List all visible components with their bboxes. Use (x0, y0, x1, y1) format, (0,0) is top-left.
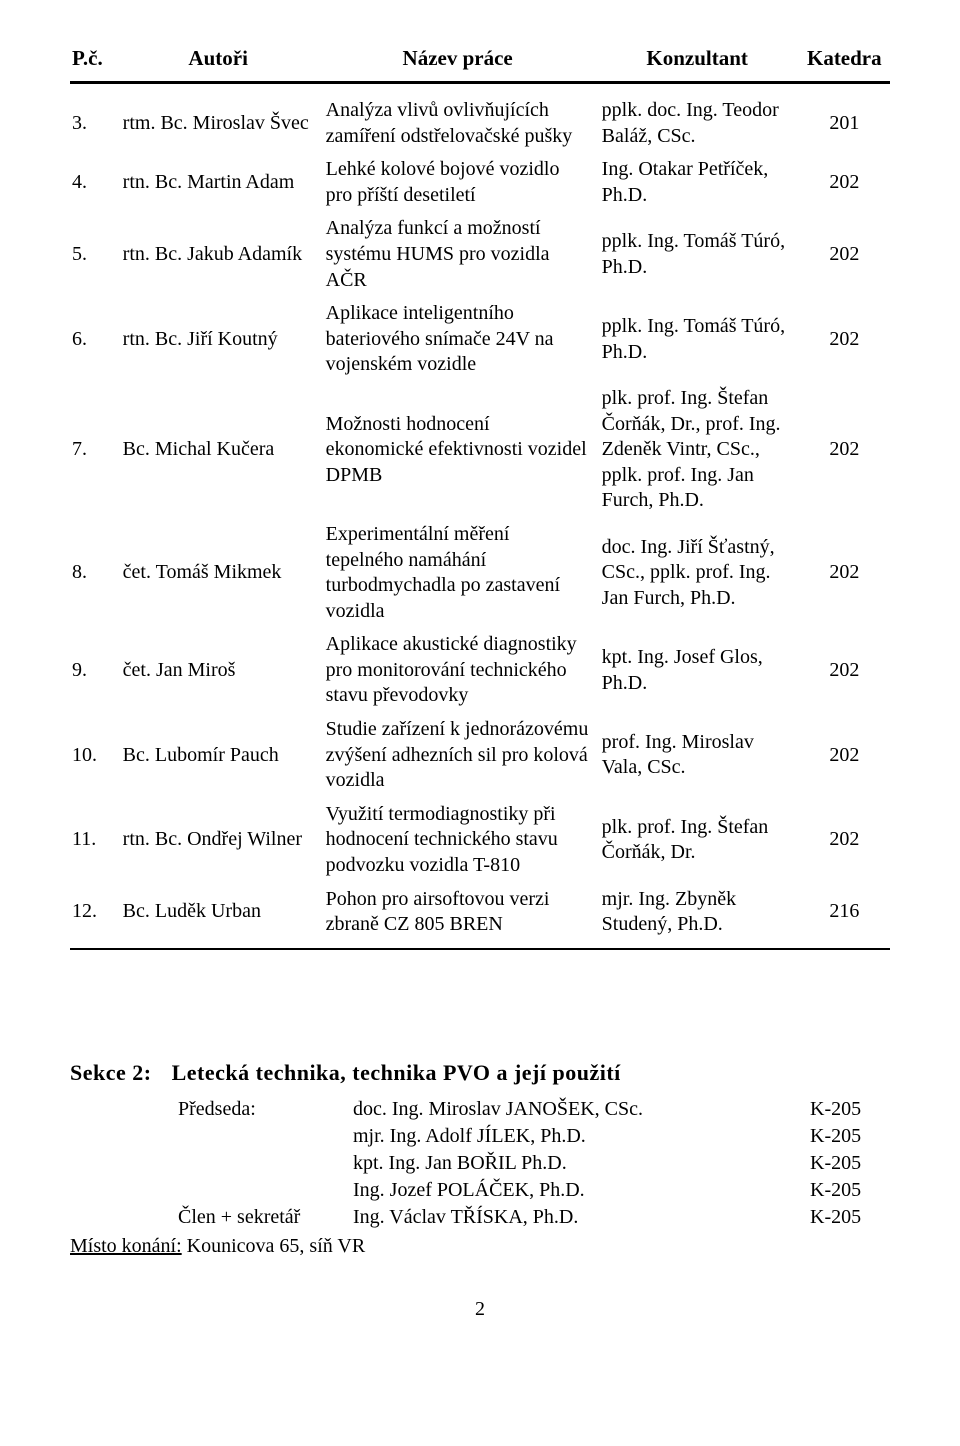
cell-consultant: kpt. Ing. Josef Glos, Ph.D. (596, 628, 799, 713)
cell-author: Bc. Michal Kučera (117, 382, 320, 518)
cell-dept: 202 (799, 628, 890, 713)
committee-row: mjr. Ing. Adolf JÍLEK, Ph.D.K-205 (178, 1123, 890, 1150)
location-line: Místo konání: Kounicova 65, síň VR (70, 1235, 890, 1258)
committee-role: Člen + sekretář (178, 1204, 353, 1231)
table-row: 11.rtn. Bc. Ondřej WilnerVyužití termodi… (70, 798, 890, 883)
committee-row: Ing. Jozef POLÁČEK, Ph.D.K-205 (178, 1177, 890, 1204)
cell-consultant: pplk. Ing. Tomáš Túró, Ph.D. (596, 212, 799, 297)
committee-k: K-205 (810, 1150, 890, 1177)
cell-dept: 202 (799, 798, 890, 883)
committee-role: Předseda: (178, 1096, 353, 1123)
cell-title: Využití termodiagnostiky při hodnocení t… (320, 798, 596, 883)
committee-row: kpt. Ing. Jan BOŘIL Ph.D.K-205 (178, 1150, 890, 1177)
table-row: 12.Bc. Luděk UrbanPohon pro airsoftovou … (70, 883, 890, 949)
cell-num: 4. (70, 153, 117, 212)
col-header-title: Název práce (320, 40, 596, 83)
cell-num: 12. (70, 883, 117, 949)
cell-dept: 202 (799, 713, 890, 798)
cell-consultant: pplk. Ing. Tomáš Túró, Ph.D. (596, 297, 799, 382)
cell-author: rtn. Bc. Jiří Koutný (117, 297, 320, 382)
cell-dept: 202 (799, 212, 890, 297)
col-header-dept: Katedra (799, 40, 890, 83)
cell-title: Analýza funkcí a možností systému HUMS p… (320, 212, 596, 297)
cell-consultant: mjr. Ing. Zbyněk Studený, Ph.D. (596, 883, 799, 949)
cell-num: 6. (70, 297, 117, 382)
location-label: Místo konání: (70, 1235, 182, 1257)
cell-dept: 202 (799, 382, 890, 518)
cell-title: Aplikace akustické diagnostiky pro monit… (320, 628, 596, 713)
location-value: Kounicova 65, síň VR (182, 1235, 366, 1257)
cell-consultant: plk. prof. Ing. Štefan Čorňák, Dr., prof… (596, 382, 799, 518)
table-row: 8.čet. Tomáš MikmekExperimentální měření… (70, 518, 890, 628)
committee-k: K-205 (810, 1204, 890, 1231)
table-header-row: P.č. Autoři Název práce Konzultant Kated… (70, 40, 890, 83)
cell-num: 5. (70, 212, 117, 297)
table-row: 10.Bc. Lubomír PauchStudie zařízení k je… (70, 713, 890, 798)
cell-num: 10. (70, 713, 117, 798)
cell-num: 11. (70, 798, 117, 883)
committee-k: K-205 (810, 1177, 890, 1204)
works-table: P.č. Autoři Název práce Konzultant Kated… (70, 40, 890, 950)
cell-author: Bc. Luděk Urban (117, 883, 320, 949)
cell-num: 7. (70, 382, 117, 518)
committee-k: K-205 (810, 1096, 890, 1123)
cell-title: Experimentální měření tepelného namáhání… (320, 518, 596, 628)
cell-title: Studie zařízení k jednorázovému zvýšení … (320, 713, 596, 798)
committee-role (178, 1150, 353, 1177)
table-row: 7.Bc. Michal KučeraMožnosti hodnocení ek… (70, 382, 890, 518)
table-row: 4.rtn. Bc. Martin AdamLehké kolové bojov… (70, 153, 890, 212)
committee-name: doc. Ing. Miroslav JANOŠEK, CSc. (353, 1096, 810, 1123)
cell-author: rtn. Bc. Martin Adam (117, 153, 320, 212)
section-block: Sekce 2: Letecká technika, technika PVO … (70, 1060, 890, 1258)
cell-dept: 202 (799, 153, 890, 212)
cell-title: Pohon pro airsoftovou verzi zbraně CZ 80… (320, 883, 596, 949)
col-header-authors: Autoři (117, 40, 320, 83)
cell-num: 9. (70, 628, 117, 713)
cell-title: Aplikace inteligentního bateriového sním… (320, 297, 596, 382)
cell-num: 8. (70, 518, 117, 628)
cell-author: čet. Jan Miroš (117, 628, 320, 713)
cell-author: rtn. Bc. Ondřej Wilner (117, 798, 320, 883)
committee-role (178, 1123, 353, 1150)
committee-k: K-205 (810, 1123, 890, 1150)
cell-consultant: pplk. doc. Ing. Teodor Baláž, CSc. (596, 83, 799, 154)
section-label: Sekce 2: (70, 1060, 152, 1086)
cell-author: rtn. Bc. Jakub Adamík (117, 212, 320, 297)
cell-consultant: doc. Ing. Jiří Šťastný, CSc., pplk. prof… (596, 518, 799, 628)
cell-dept: 201 (799, 83, 890, 154)
col-header-consultant: Konzultant (596, 40, 799, 83)
committee-role (178, 1177, 353, 1204)
cell-consultant: prof. Ing. Miroslav Vala, CSc. (596, 713, 799, 798)
table-row: 5.rtn. Bc. Jakub AdamíkAnalýza funkcí a … (70, 212, 890, 297)
cell-title: Lehké kolové bojové vozidlo pro příští d… (320, 153, 596, 212)
cell-author: rtm. Bc. Miroslav Švec (117, 83, 320, 154)
col-header-num: P.č. (70, 40, 117, 83)
committee-name: kpt. Ing. Jan BOŘIL Ph.D. (353, 1150, 810, 1177)
committee-row: Předseda:doc. Ing. Miroslav JANOŠEK, CSc… (178, 1096, 890, 1123)
cell-dept: 202 (799, 297, 890, 382)
table-row: 6.rtn. Bc. Jiří KoutnýAplikace inteligen… (70, 297, 890, 382)
cell-title: Analýza vlivů ovlivňujících zamíření ods… (320, 83, 596, 154)
committee-name: mjr. Ing. Adolf JÍLEK, Ph.D. (353, 1123, 810, 1150)
cell-consultant: plk. prof. Ing. Štefan Čorňák, Dr. (596, 798, 799, 883)
committee-row: Člen + sekretářIng. Václav TŘÍSKA, Ph.D.… (178, 1204, 890, 1231)
table-row: 9.čet. Jan MirošAplikace akustické diagn… (70, 628, 890, 713)
cell-consultant: Ing. Otakar Petříček, Ph.D. (596, 153, 799, 212)
committee-name: Ing. Václav TŘÍSKA, Ph.D. (353, 1204, 810, 1231)
cell-dept: 202 (799, 518, 890, 628)
page-number: 2 (70, 1298, 890, 1321)
committee-name: Ing. Jozef POLÁČEK, Ph.D. (353, 1177, 810, 1204)
cell-author: čet. Tomáš Mikmek (117, 518, 320, 628)
cell-dept: 216 (799, 883, 890, 949)
cell-title: Možnosti hodnocení ekonomické efektivnos… (320, 382, 596, 518)
section-title: Letecká technika, technika PVO a její po… (172, 1060, 621, 1086)
table-row: 3.rtm. Bc. Miroslav ŠvecAnalýza vlivů ov… (70, 83, 890, 154)
committee-list: Předseda:doc. Ing. Miroslav JANOŠEK, CSc… (178, 1096, 890, 1231)
cell-num: 3. (70, 83, 117, 154)
cell-author: Bc. Lubomír Pauch (117, 713, 320, 798)
